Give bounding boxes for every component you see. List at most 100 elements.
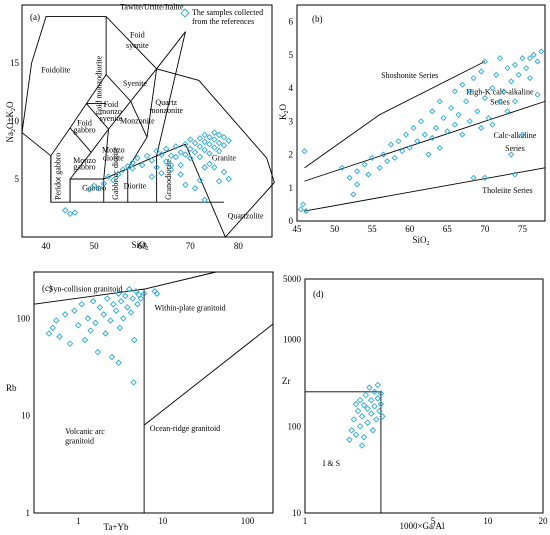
data-point — [206, 140, 213, 148]
panel-c-xlabel: Ta+Yb — [104, 522, 129, 532]
data-point — [119, 315, 127, 322]
panel-d-xlabel: 1000×Ga/Al — [399, 521, 445, 531]
data-point — [485, 114, 492, 122]
panel-a-ylabel: Na2O+K2O — [5, 101, 17, 143]
data-point — [459, 81, 466, 88]
panel-b-ylabel: K2O — [278, 104, 290, 121]
field-label-4: Foid — [77, 119, 92, 128]
data-point — [110, 300, 117, 308]
data-point — [360, 401, 368, 409]
data-point — [201, 196, 208, 204]
data-point — [436, 144, 443, 151]
panel-d-points — [346, 381, 386, 449]
data-point — [377, 400, 385, 408]
x-tick-1: 1 — [303, 516, 308, 526]
tas-boundary-11 — [156, 68, 275, 238]
data-point — [211, 164, 218, 171]
data-point — [187, 154, 194, 162]
data-point — [377, 390, 385, 397]
data-point — [425, 151, 432, 158]
data-point — [132, 288, 140, 295]
data-point — [172, 143, 180, 150]
tas-boundary-12 — [21, 16, 157, 157]
data-point — [348, 427, 355, 434]
x-tick-70: 70 — [186, 241, 196, 251]
data-point — [384, 158, 391, 165]
x-tick-60: 60 — [138, 241, 148, 251]
data-point — [71, 209, 79, 216]
data-point — [153, 290, 161, 297]
data-point — [496, 55, 503, 62]
data-point — [94, 348, 101, 356]
data-point — [515, 71, 522, 78]
data-point — [429, 134, 436, 141]
data-point — [466, 88, 473, 95]
data-point — [538, 48, 545, 55]
y-tick-2: 2 — [289, 150, 294, 160]
data-point — [215, 178, 223, 185]
data-point — [504, 108, 511, 115]
data-point — [114, 171, 122, 178]
data-point — [107, 317, 114, 324]
data-point — [352, 400, 360, 408]
panel-b-frame — [296, 4, 546, 222]
data-point — [110, 176, 117, 184]
data-point — [519, 55, 526, 62]
field-label-19: Granite — [212, 153, 236, 162]
data-point — [215, 131, 223, 139]
data-point — [158, 151, 165, 158]
data-point — [211, 136, 218, 143]
field-label-rot-0: Peridot gabbro — [53, 153, 62, 200]
data-point — [508, 78, 515, 85]
data-point — [167, 161, 175, 169]
x-tick-1: 1 — [76, 516, 81, 526]
data-point — [474, 108, 481, 115]
field-label-3: Volcanic arc — [65, 427, 105, 436]
x-tick-80: 80 — [234, 241, 244, 251]
y-tick-5: 5 — [289, 50, 294, 60]
panel-b-k2o-sio2: (b) Shoshonite Series High-K calc-alkalin… — [278, 4, 546, 247]
panel-a-tas-diagram: (a) Tawite/Urtite/ItaliteFoidoliteFoidsy… — [5, 3, 275, 252]
y-tick-1: 1 — [26, 508, 31, 518]
y-tick-6: 6 — [289, 17, 294, 27]
panel-b-label: (b) — [312, 14, 323, 24]
data-point — [225, 137, 232, 144]
data-point — [211, 129, 218, 136]
x-tick-65: 65 — [443, 224, 453, 234]
data-point — [346, 436, 353, 443]
x-tick-55: 55 — [368, 224, 378, 234]
series-label-3: Calc-alkaline — [494, 131, 537, 140]
data-point — [129, 165, 136, 172]
data-point — [470, 174, 477, 181]
data-point — [360, 433, 368, 441]
field-label-20: Quartzolite — [228, 211, 264, 220]
data-point — [148, 157, 156, 164]
data-point — [364, 405, 371, 412]
data-point — [100, 180, 107, 187]
data-point — [105, 173, 112, 180]
y-tick-10: 10 — [292, 508, 302, 518]
data-point — [459, 131, 466, 138]
data-point — [172, 153, 180, 161]
data-point — [201, 164, 208, 171]
field-label-rot-2: Granodiorite — [164, 159, 173, 200]
data-point — [372, 416, 380, 423]
data-point — [66, 210, 74, 218]
data-point — [201, 138, 208, 146]
panel-a-frame — [21, 4, 273, 238]
field-label-7: monzo — [100, 107, 122, 116]
data-point — [489, 85, 496, 92]
y-tick-1: 1 — [289, 183, 294, 193]
data-point — [130, 379, 137, 386]
data-point — [526, 55, 534, 62]
data-point — [201, 146, 208, 154]
panel-d-tick-labels: 1 5 10 20 10 100 1000 5000 — [283, 274, 548, 526]
field-label-0: Syn-collision granitoid — [49, 284, 123, 293]
field-label-2: Ocean-ridge granitoid — [150, 424, 220, 433]
field-label-12: monzonite — [149, 106, 183, 115]
y-tick-5000: 5000 — [283, 274, 302, 284]
field-label-2: Foid — [130, 30, 145, 39]
field-label-14: diorite — [103, 153, 124, 162]
data-point — [455, 111, 462, 118]
